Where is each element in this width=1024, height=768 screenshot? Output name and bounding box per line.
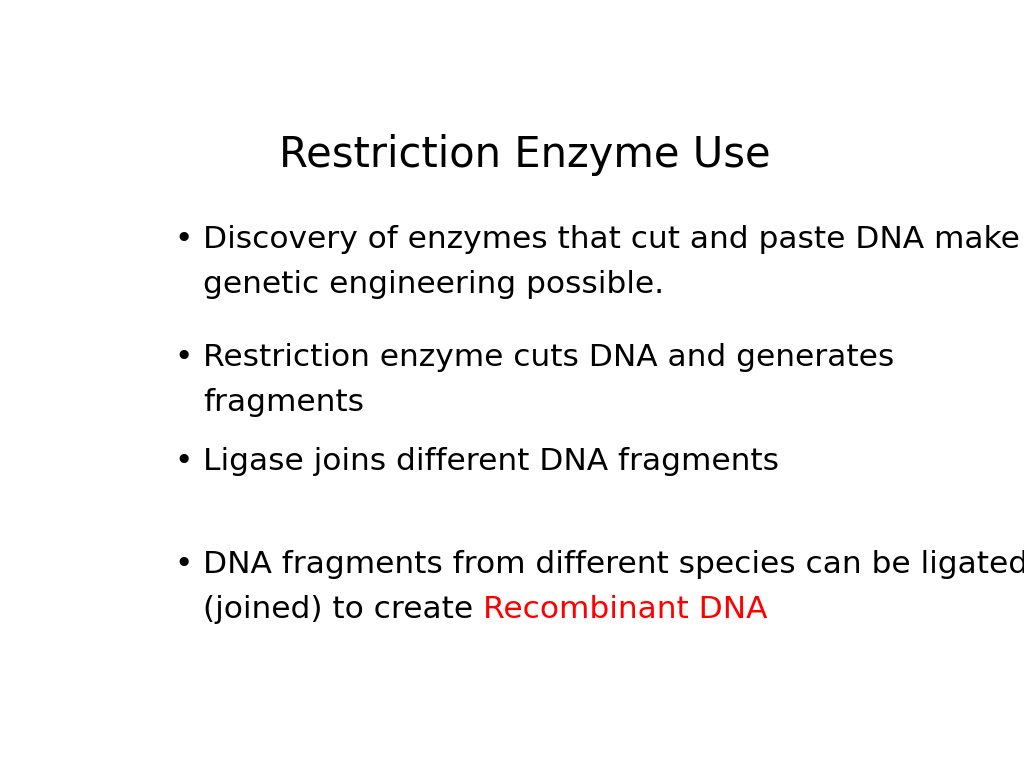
Text: •: • [174,343,193,372]
Text: Recombinant DNA: Recombinant DNA [483,594,768,624]
Text: DNA fragments from different species can be ligated: DNA fragments from different species can… [204,551,1024,580]
Text: genetic engineering possible.: genetic engineering possible. [204,270,665,299]
Text: (joined) to create: (joined) to create [204,594,483,624]
Text: •: • [174,551,193,580]
Text: fragments: fragments [204,388,365,417]
Text: •: • [174,447,193,476]
Text: •: • [174,225,193,254]
Text: Restriction enzyme cuts DNA and generates: Restriction enzyme cuts DNA and generate… [204,343,895,372]
Text: Ligase joins different DNA fragments: Ligase joins different DNA fragments [204,447,779,476]
Text: Discovery of enzymes that cut and paste DNA make: Discovery of enzymes that cut and paste … [204,225,1020,254]
Text: Restriction Enzyme Use: Restriction Enzyme Use [279,134,771,176]
